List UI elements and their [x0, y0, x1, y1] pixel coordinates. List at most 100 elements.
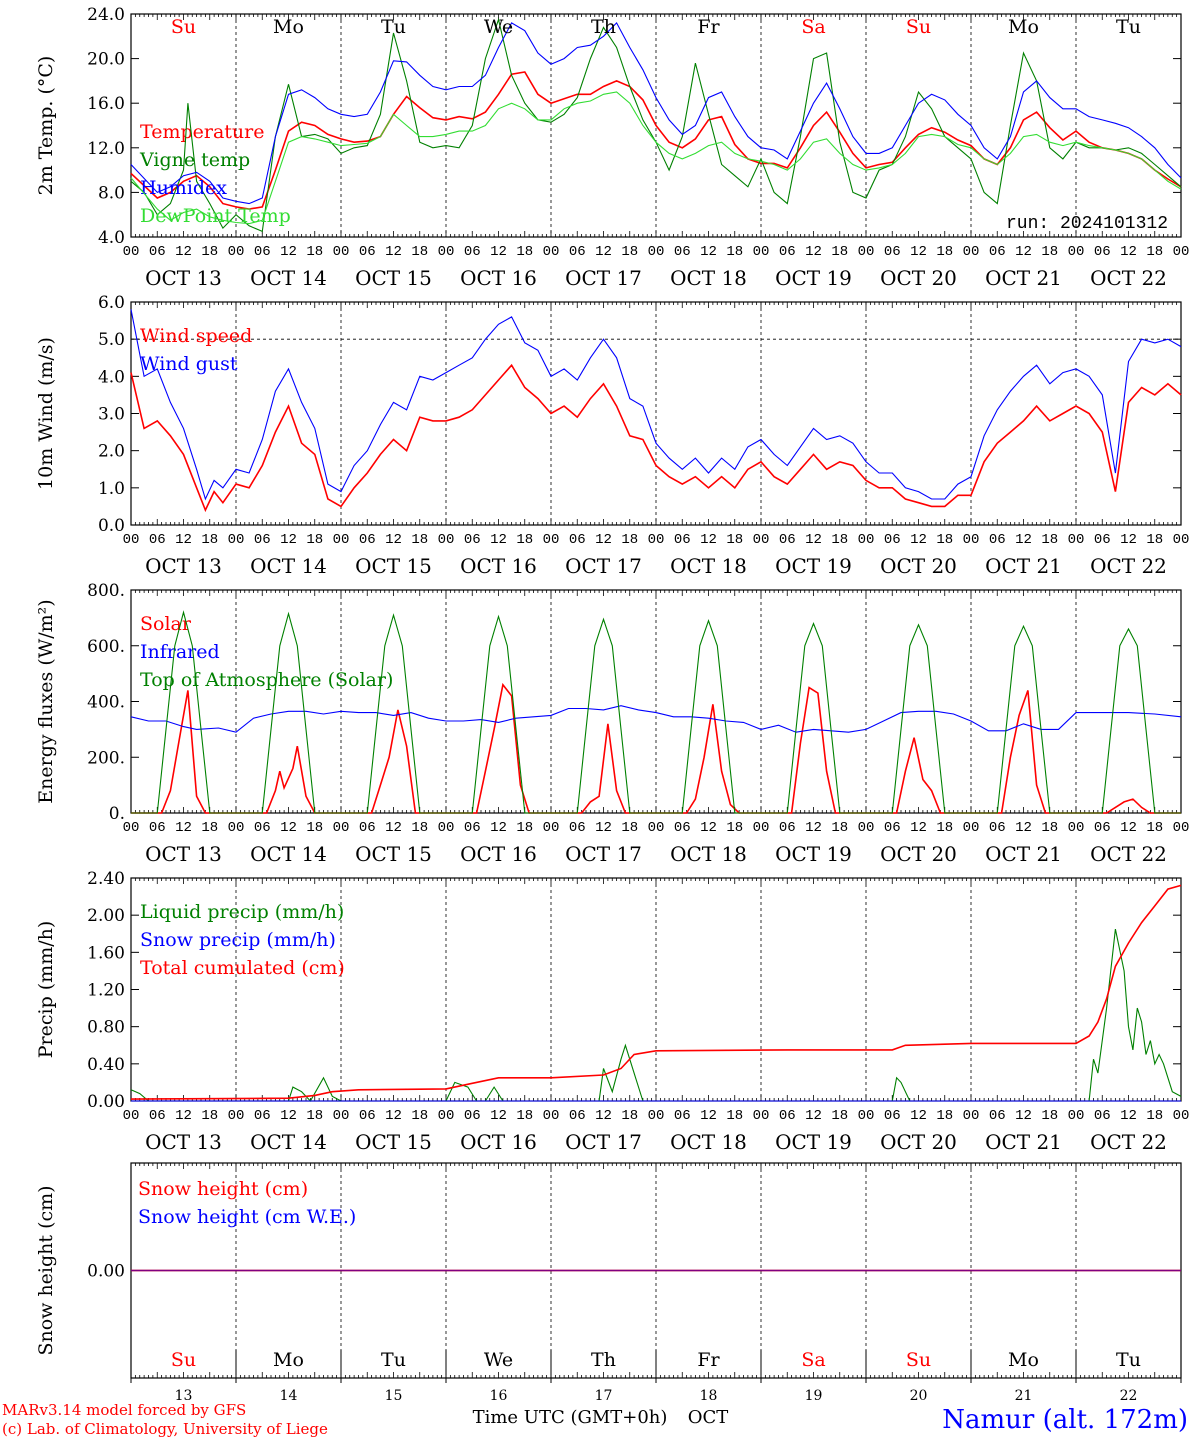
x-hour-label: 18	[621, 244, 638, 260]
x-date-label: OCT 22	[1090, 266, 1167, 290]
x-hour-label: 18	[831, 244, 848, 260]
y-tick-label: 24.0	[87, 5, 125, 25]
x-hour-label: 12	[910, 820, 927, 836]
y-tick-label: 1.20	[87, 981, 125, 1001]
x-hour-label: 12	[490, 1108, 507, 1124]
x-hour-label: 18	[621, 532, 638, 548]
weekday-label: Su	[171, 16, 196, 38]
y-tick-label: 6.0	[98, 293, 125, 313]
x-date-label: OCT 13	[145, 842, 222, 866]
x-hour-label: 00	[438, 820, 455, 836]
x-hour-label: 00	[333, 532, 350, 548]
panel-frame	[130, 301, 1182, 526]
day-number-label: 17	[595, 1388, 613, 1404]
x-hour-label: 00	[543, 1108, 560, 1124]
x-date-label: OCT 14	[250, 266, 327, 290]
weekday-label: Tu	[1116, 1349, 1141, 1371]
x-hour-label: 00	[1068, 1108, 1085, 1124]
x-hour-label: 06	[359, 532, 376, 548]
x-hour-label: 00	[1068, 532, 1085, 548]
x-hour-label: 18	[936, 244, 953, 260]
x-hour-label: 00	[228, 244, 245, 260]
x-hour-label: 12	[700, 1108, 717, 1124]
panel-wind: 0.0 1.0 2.0 3.0 4.0 5.0 6.0 10m Wind (m/s) Wind …	[35, 293, 1189, 578]
weekday-label: Su	[906, 1349, 931, 1371]
x-hour-label: 06	[989, 1108, 1006, 1124]
x-hour-label: 18	[621, 1108, 638, 1124]
x-hour-label: 12	[805, 532, 822, 548]
x-hour-label: 06	[464, 532, 481, 548]
x-hour-label: 00	[963, 532, 980, 548]
series-line-top-of-atmosphere-solar	[131, 610, 1181, 814]
x-hour-label: 18	[726, 1108, 743, 1124]
x-hour-label: 12	[490, 244, 507, 260]
x-hour-label: 12	[175, 1108, 192, 1124]
x-hour-label: 12	[1120, 1108, 1137, 1124]
month-label: OCT	[688, 1407, 729, 1428]
day-number-label: 22	[1120, 1388, 1138, 1404]
x-hour-label: 06	[674, 244, 691, 260]
x-date-label: OCT 15	[355, 554, 432, 578]
x-hour-label: 06	[254, 244, 271, 260]
x-hour-label: 12	[910, 1108, 927, 1124]
x-date-label: OCT 13	[145, 554, 222, 578]
weekday-label: Sa	[801, 1349, 825, 1371]
y-tick-label: 0.0	[98, 516, 125, 536]
x-hour-label: 06	[464, 244, 481, 260]
credit-line-2: (c) Lab. of Climatology, University of L…	[2, 1420, 328, 1438]
x-hour-label: 18	[1146, 244, 1163, 260]
y-axis-label: 2m Temp. (°C)	[35, 56, 57, 196]
x-hour-label: 06	[989, 532, 1006, 548]
x-hour-label: 06	[1094, 820, 1111, 836]
x-date-label: OCT 13	[145, 266, 222, 290]
x-date-label: OCT 14	[250, 842, 327, 866]
x-hour-label: 00	[438, 244, 455, 260]
x-hour-label: 12	[805, 244, 822, 260]
x-hour-label: 12	[1015, 820, 1032, 836]
x-hour-label: 00	[543, 532, 560, 548]
series-line-total-cumulated-cm	[130, 884, 1182, 1100]
x-hour-label: 00	[333, 820, 350, 836]
day-number-label: 14	[280, 1388, 298, 1404]
x-hour-label: 06	[674, 820, 691, 836]
x-hour-label: 18	[831, 820, 848, 836]
x-hour-label: 06	[1094, 532, 1111, 548]
y-tick-label: 2.00	[87, 906, 125, 926]
series-line-temperature	[130, 71, 1182, 210]
y-tick-label: 8.0	[98, 183, 125, 203]
x-hour-label: 18	[621, 820, 638, 836]
x-hour-label: 12	[280, 532, 297, 548]
x-hour-label: 06	[884, 820, 901, 836]
x-hour-label: 06	[569, 244, 586, 260]
x-hour-label: 06	[359, 1108, 376, 1124]
x-hour-label: 12	[1015, 244, 1032, 260]
x-date-label: OCT 21	[985, 554, 1062, 578]
y-tick-label: 800.	[87, 581, 125, 601]
y-tick-label: 2.40	[87, 869, 125, 889]
time-axis-label: Time UTC (GMT+0h)	[473, 1407, 668, 1428]
legend-entry: Total cumulated (cm)	[140, 957, 345, 979]
x-date-label: OCT 22	[1090, 554, 1167, 578]
y-tick-label: 0.	[109, 804, 125, 824]
x-hour-label: 00	[543, 820, 560, 836]
day-number-label: 18	[700, 1388, 718, 1404]
x-hour-label: 12	[385, 532, 402, 548]
x-hour-label: 00	[963, 820, 980, 836]
weekday-label: Th	[591, 1349, 616, 1371]
y-tick-label: 1.0	[98, 479, 125, 499]
x-hour-label: 18	[201, 532, 218, 548]
x-hour-label: 06	[884, 1108, 901, 1124]
x-hour-label: 12	[175, 820, 192, 836]
x-hour-label: 18	[1041, 820, 1058, 836]
x-hour-label: 06	[674, 1108, 691, 1124]
y-tick-label: 20.0	[87, 50, 125, 70]
series-line-wind-speed	[130, 363, 1182, 513]
x-date-label: OCT 19	[775, 554, 852, 578]
x-hour-label: 18	[516, 532, 533, 548]
x-hour-label: 18	[831, 532, 848, 548]
x-hour-label: 06	[779, 1108, 796, 1124]
x-date-label: OCT 19	[775, 1130, 852, 1154]
x-hour-label: 06	[464, 820, 481, 836]
credit-line-1: MARv3.14 model forced by GFS	[2, 1401, 246, 1419]
day-number-label: 13	[175, 1388, 193, 1404]
